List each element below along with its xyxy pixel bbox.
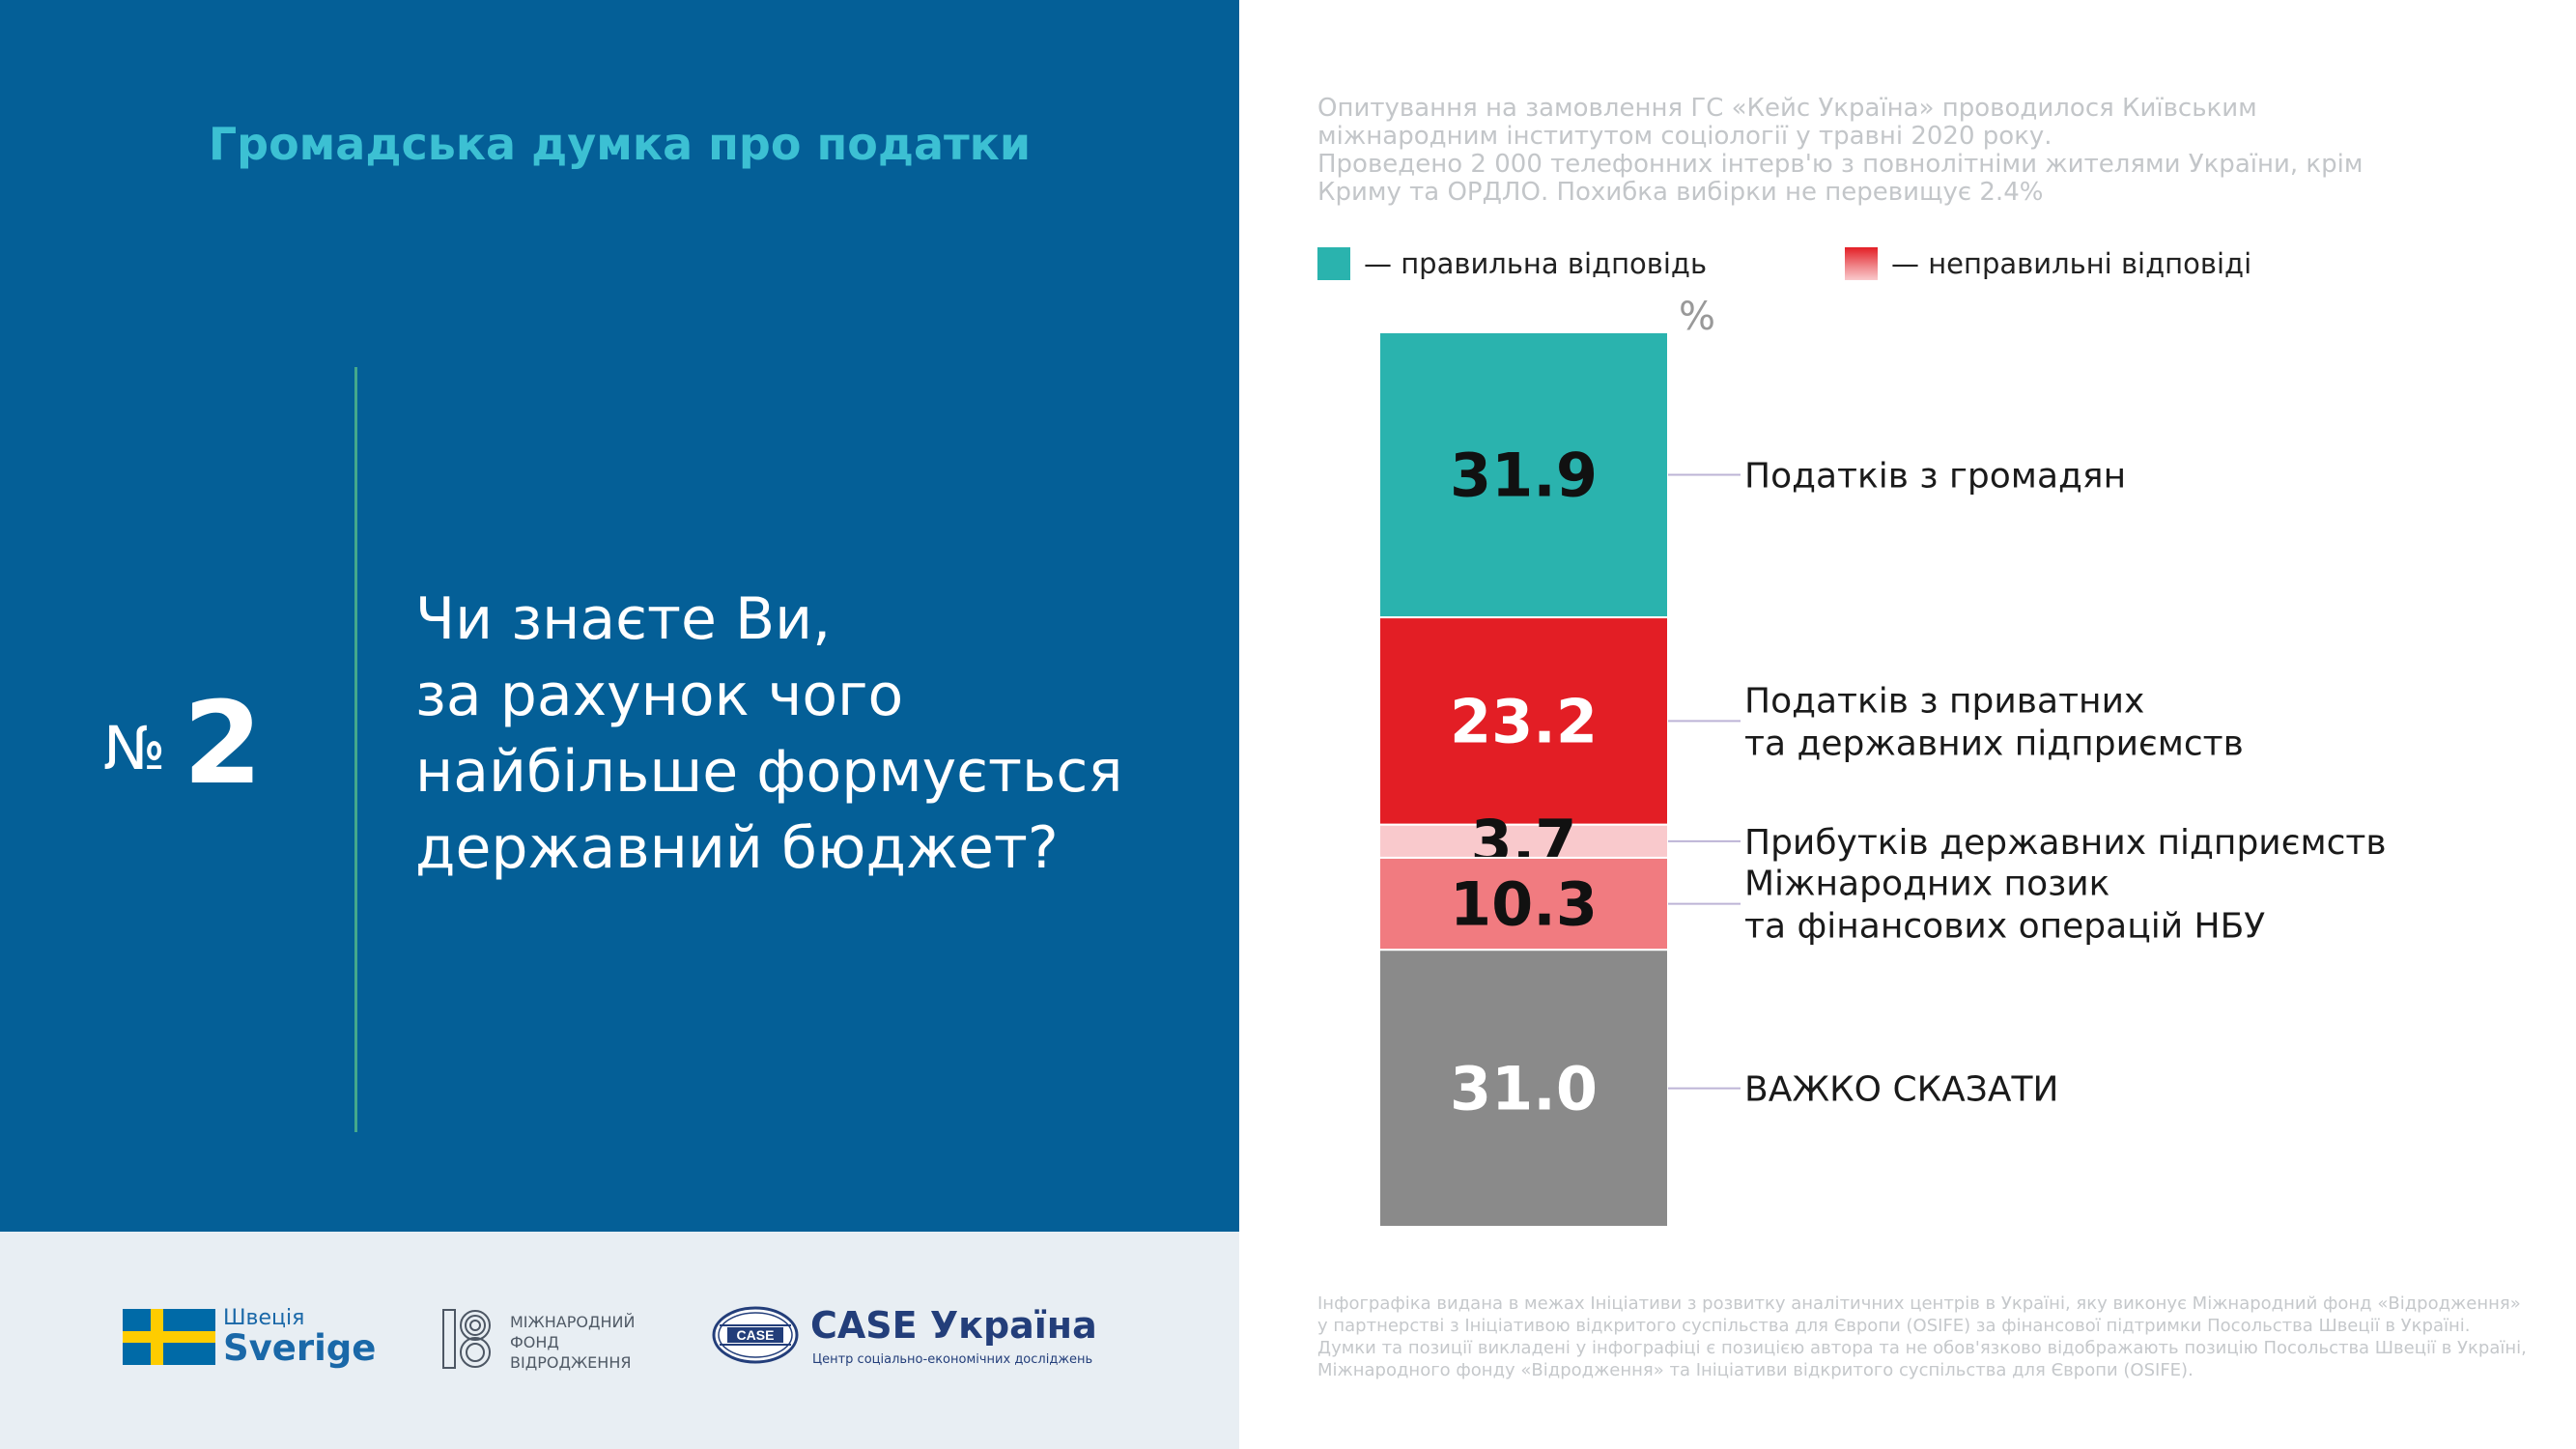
note-line: міжнародним інститутом соціології у трав… [1317,122,2052,151]
irf-line: МІЖНАРОДНИЙ [510,1313,636,1331]
category-label: Податків з приватних [1744,681,2144,721]
category-label: Податків з громадян [1744,457,2126,497]
bar-segment [1378,331,1669,619]
question-panel: Громадська думка про податки № 2 Чи знаєт… [0,0,1239,1232]
sweden-logo-small-text: Швеція [223,1306,305,1330]
irf-line: ВІДРОДЖЕННЯ [510,1353,632,1372]
question-line: державний бюджет? [415,814,1059,882]
footnote-line: Думки та позиції викладені у інфографіці… [1317,1338,2527,1358]
number-sign: № [103,713,166,783]
footnote-line: Міжнародного фонду «Відродження» та Ініц… [1317,1360,2194,1380]
legend-incorrect: — неправильні відповіді [1845,247,2251,280]
category-label: Міжнародних позик [1744,865,2109,904]
footnote-line: у партнерстві з Ініціативою відкритого с… [1317,1316,2471,1336]
value-label: 23.2 [1450,686,1598,756]
note-line: Проведено 2 000 телефонних інтерв'ю з по… [1317,150,2364,179]
question-number: № 2 [103,676,263,810]
question-text: Чи знаєте Ви, за рахунок чого найбільше … [415,582,1207,887]
note-line: Криму та ОРДЛО. Похибка вибірки не перев… [1317,178,2044,207]
footnote-line: Інфографіка видана в межах Ініціативи з … [1317,1293,2521,1314]
legend-incorrect-swatch [1845,247,1878,280]
question-line: Чи знаєте Ви, [415,585,832,653]
survey-methodology-note: Опитування на замовлення ГС «Кейс Україн… [1317,95,2525,207]
category-label: ВАЖКО СКАЗАТИ [1744,1070,2058,1110]
value-label: 31.9 [1450,440,1598,511]
irf-line: ФОНД [510,1333,559,1351]
case-oval-text: CASE [737,1327,775,1343]
bar-segment [1378,616,1669,826]
footnote: Інфографіка видана в межах Ініціативи з … [1317,1293,2554,1381]
divider-line [354,367,357,1132]
unit-label: % [1679,295,1716,339]
legend-correct-label: — правильна відповідь [1364,247,1708,280]
sweden-logo-big-text: Sverige [223,1327,377,1369]
irf-logo-text: МІЖНАРОДНИЙ ФОНД ВІДРОДЖЕННЯ [510,1312,635,1373]
category-label: та державних підприємств [1744,724,2244,763]
question-line: найбільше формується [415,738,1123,806]
category-label: Прибутків державних підприємств [1744,823,2387,863]
legend-correct: — правильна відповідь [1317,247,1707,280]
note-line: Опитування на замовлення ГС «Кейс Україн… [1317,94,2257,123]
case-logo-subtitle: Центр соціально-економічних досліджень [812,1352,1093,1367]
topic-title: Громадська думка про податки [208,118,1032,170]
bar-segment [1378,856,1669,952]
case-oval-icon: CASE [712,1306,799,1364]
bar-segment [1378,949,1669,1228]
value-label: 31.0 [1450,1054,1598,1124]
legend-correct-swatch [1317,247,1350,280]
sweden-flag-icon [123,1309,215,1365]
question-line: за рахунок чого [415,662,904,729]
legend-incorrect-label: — неправильні відповіді [1891,247,2252,280]
irf-mark-icon [442,1309,491,1369]
number-value: 2 [183,676,263,810]
case-logo-title: CASE Україна [810,1304,1097,1347]
category-label: та фінансових операцій НБУ [1744,907,2265,947]
value-label: 10.3 [1450,869,1598,940]
